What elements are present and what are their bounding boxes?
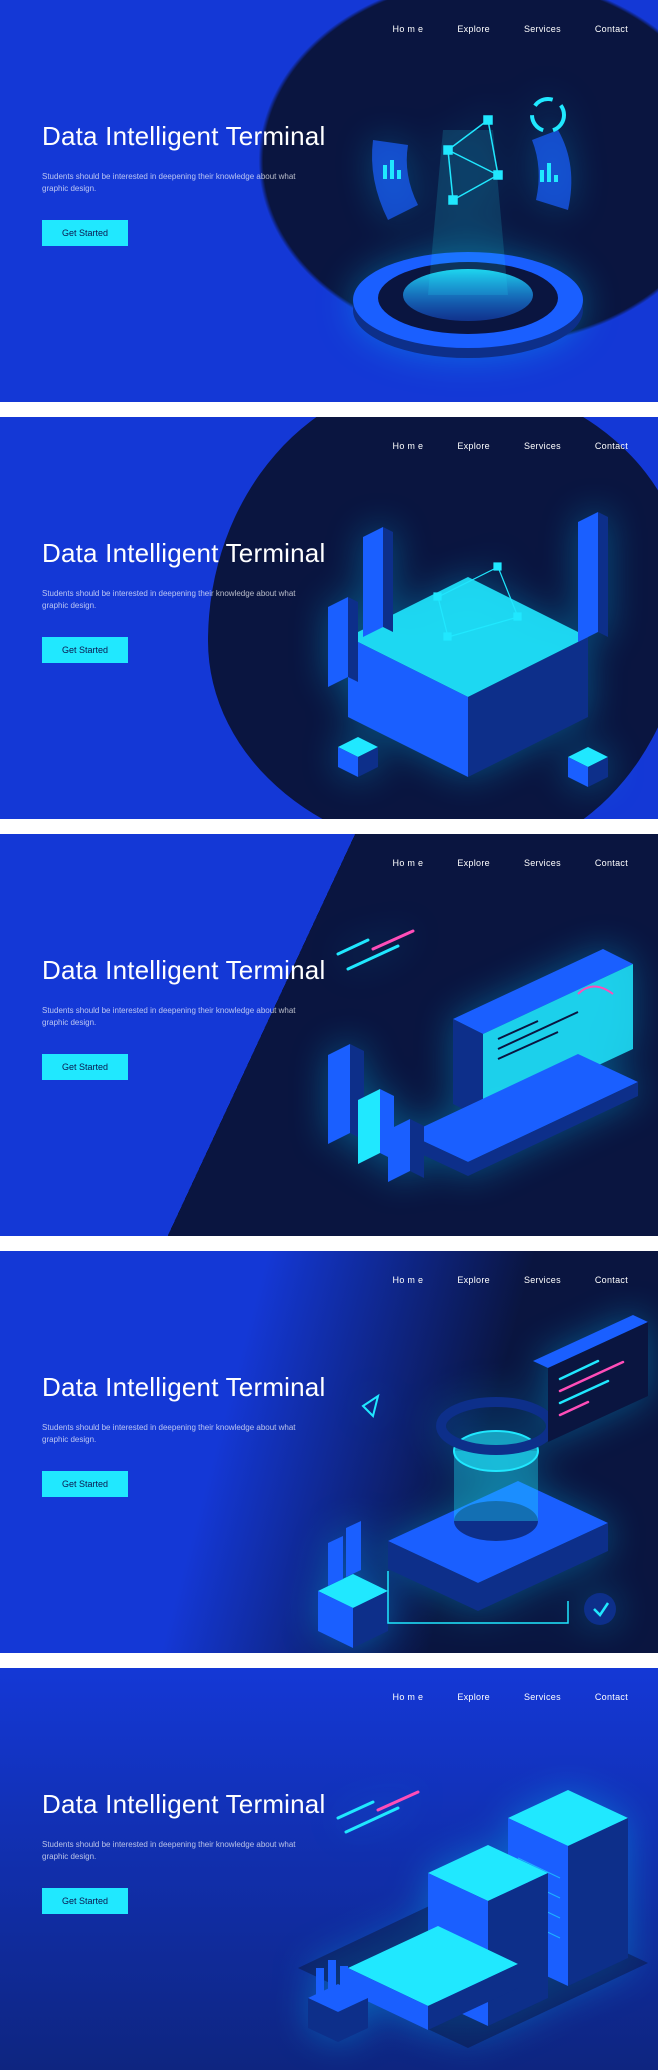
top-nav: Ho m e Explore Services Contact (393, 24, 628, 34)
nav-link-services[interactable]: Services (524, 24, 561, 34)
nav-link-contact[interactable]: Contact (595, 858, 628, 868)
top-nav: Ho m e Explore Services Contact (393, 858, 628, 868)
nav-link-explore[interactable]: Explore (457, 1692, 490, 1702)
nav-link-explore[interactable]: Explore (457, 441, 490, 451)
top-nav: Ho m e Explore Services Contact (393, 1275, 628, 1285)
nav-link-services[interactable]: Services (524, 1692, 561, 1702)
get-started-button[interactable]: Get Started (42, 637, 128, 663)
top-nav: Ho m e Explore Services Contact (393, 1692, 628, 1702)
nav-link-contact[interactable]: Contact (595, 441, 628, 451)
nav-link-contact[interactable]: Contact (595, 1692, 628, 1702)
hero-card-5: Ho m e Explore Services Contact Data Int… (0, 1668, 658, 2070)
hero-title: Data Intelligent Terminal (42, 1371, 342, 1404)
hero-card-1: Ho m e Explore Services Contact Data Int… (0, 0, 658, 402)
hero-content: Data Intelligent Terminal Students shoul… (42, 120, 342, 246)
nav-link-home[interactable]: Ho m e (393, 1275, 424, 1285)
get-started-button[interactable]: Get Started (42, 1054, 128, 1080)
nav-link-explore[interactable]: Explore (457, 24, 490, 34)
nav-link-contact[interactable]: Contact (595, 1275, 628, 1285)
nav-link-home[interactable]: Ho m e (393, 1692, 424, 1702)
nav-link-services[interactable]: Services (524, 441, 561, 451)
hero-subtitle: Students should be interested in deepeni… (42, 1839, 302, 1865)
hero-title: Data Intelligent Terminal (42, 1788, 342, 1821)
hero-content: Data Intelligent Terminal Students shoul… (42, 537, 342, 663)
nav-link-home[interactable]: Ho m e (393, 858, 424, 868)
hero-subtitle: Students should be interested in deepeni… (42, 588, 302, 614)
top-nav: Ho m e Explore Services Contact (393, 441, 628, 451)
hero-content: Data Intelligent Terminal Students shoul… (42, 954, 342, 1080)
hero-card-3: Ho m e Explore Services Contact Data Int… (0, 834, 658, 1236)
nav-link-contact[interactable]: Contact (595, 24, 628, 34)
hero-title: Data Intelligent Terminal (42, 537, 342, 570)
hero-subtitle: Students should be interested in deepeni… (42, 171, 302, 197)
get-started-button[interactable]: Get Started (42, 220, 128, 246)
get-started-button[interactable]: Get Started (42, 1471, 128, 1497)
hero-title: Data Intelligent Terminal (42, 954, 342, 987)
hero-subtitle: Students should be interested in deepeni… (42, 1422, 302, 1448)
hero-card-4: Ho m e Explore Services Contact Data Int… (0, 1251, 658, 1653)
hero-subtitle: Students should be interested in deepeni… (42, 1005, 302, 1031)
nav-link-home[interactable]: Ho m e (393, 24, 424, 34)
nav-link-explore[interactable]: Explore (457, 1275, 490, 1285)
nav-link-services[interactable]: Services (524, 858, 561, 868)
hero-content: Data Intelligent Terminal Students shoul… (42, 1788, 342, 1914)
nav-link-services[interactable]: Services (524, 1275, 561, 1285)
nav-link-home[interactable]: Ho m e (393, 441, 424, 451)
hero-title: Data Intelligent Terminal (42, 120, 342, 153)
hero-card-2: Ho m e Explore Services Contact Data Int… (0, 417, 658, 819)
hero-content: Data Intelligent Terminal Students shoul… (42, 1371, 342, 1497)
nav-link-explore[interactable]: Explore (457, 858, 490, 868)
get-started-button[interactable]: Get Started (42, 1888, 128, 1914)
